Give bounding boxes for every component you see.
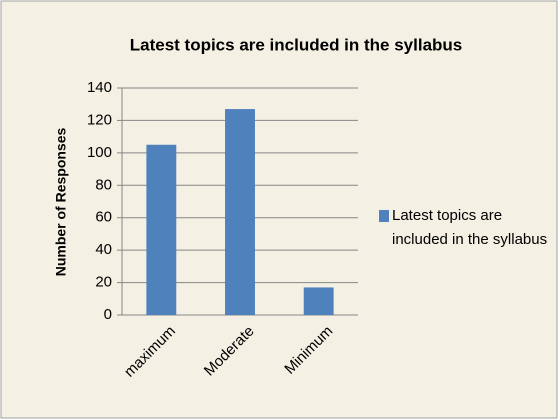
y-tick-label: 100 (87, 144, 112, 161)
y-axis-label: Number of Responses (53, 127, 69, 276)
bar (146, 144, 177, 315)
chart-title: Latest topics are included in the syllab… (130, 35, 463, 54)
y-tick-label: 120 (87, 111, 112, 128)
bar (303, 287, 334, 315)
y-tick-label: 140 (87, 79, 112, 96)
legend-swatch (379, 210, 389, 222)
y-tick-label: 80 (95, 176, 112, 193)
y-tick-label: 20 (95, 274, 112, 291)
y-tick-label: 40 (95, 241, 112, 258)
legend-label: Latest topics are included in the syllab… (392, 207, 548, 248)
y-tick-label: 60 (95, 209, 112, 226)
y-tick-label: 0 (104, 306, 112, 323)
bar (225, 109, 255, 315)
